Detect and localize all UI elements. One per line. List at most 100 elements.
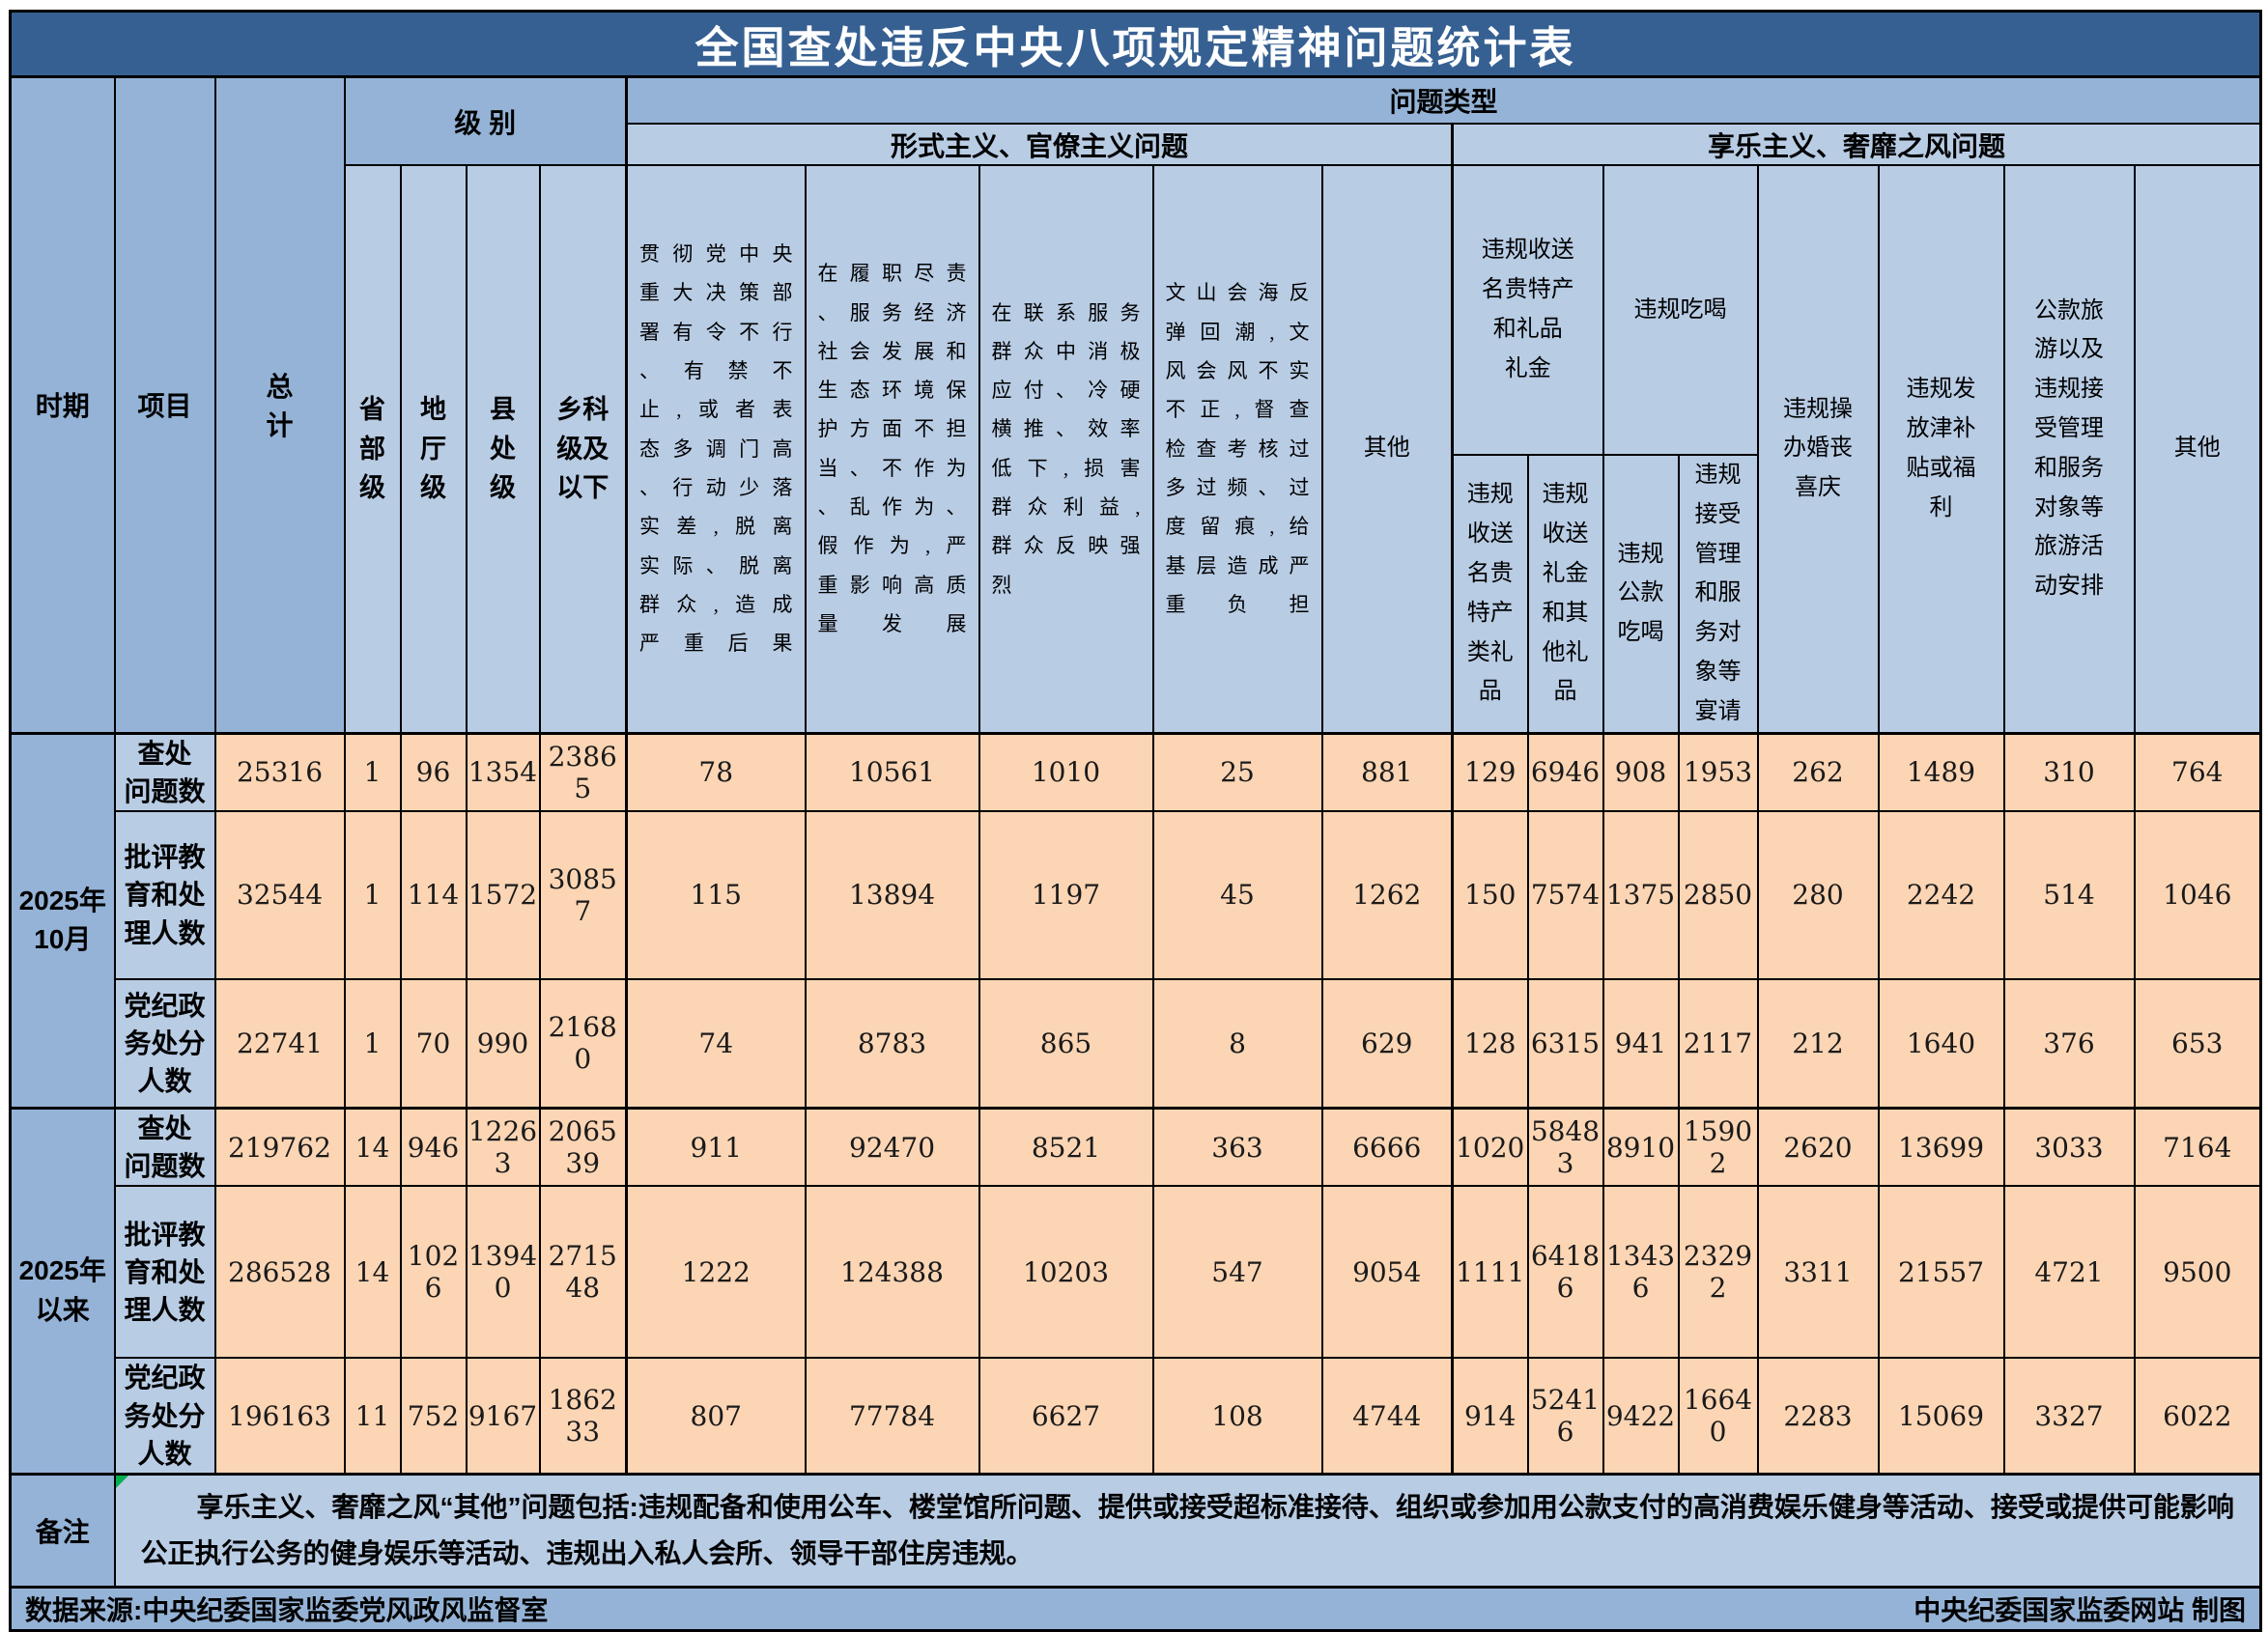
period-cell: 2025年 10月 [9, 731, 116, 1110]
data-cell: 78 [625, 731, 807, 812]
data-cell: 2117 [1677, 977, 1759, 1110]
data-cell: 911 [625, 1106, 807, 1188]
col-header-formalism-other: 其他 [1320, 163, 1454, 735]
data-cell: 9422 [1602, 1357, 1680, 1476]
data-cell: 22741 [213, 977, 346, 1110]
data-cell: 286528 [213, 1185, 346, 1360]
data-cell: 9054 [1320, 1185, 1454, 1360]
data-cell: 96 [399, 731, 468, 812]
data-cell: 271548 [538, 1185, 628, 1360]
data-cell: 990 [465, 977, 541, 1110]
col-group-problem-type: 问题类型 [624, 75, 2262, 125]
col-group-dining: 违规吃喝 [1602, 164, 1759, 456]
data-cell: 4721 [2002, 1185, 2136, 1360]
data-cell: 74 [625, 977, 807, 1110]
data-cell: 1262 [1320, 809, 1454, 980]
col-header-meetings-documents: 文山会海反 弹回潮,文 风会风不实 不正,督查 检查考核过 多过频、过 度留痕,… [1151, 163, 1323, 735]
data-cell: 2242 [1877, 809, 2005, 980]
data-cell: 15902 [1677, 1106, 1759, 1188]
data-cell: 25 [1151, 731, 1323, 812]
col-header-cash-gifts: 违规 收送 礼金 和其 他礼 品 [1526, 453, 1604, 735]
data-cell: 128 [1451, 977, 1529, 1110]
col-group-hedonism: 享乐主义、奢靡之风问题 [1450, 123, 2262, 166]
data-cell: 13894 [804, 809, 980, 980]
col-header-township: 乡科 级及 以下 [538, 163, 628, 735]
data-cell: 13436 [1602, 1185, 1680, 1360]
remark-text: 享乐主义、奢靡之风“其他”问题包括:违规配备和使用公车、楼堂馆所问题、提供或接受… [140, 1492, 2234, 1568]
col-group-formalism: 形式主义、官僚主义问题 [625, 123, 1454, 166]
data-cell: 514 [2002, 809, 2136, 980]
data-cell: 1111 [1451, 1185, 1529, 1360]
page-title: 全国查处违反中央八项规定精神问题统计表 [9, 10, 2262, 78]
data-cell: 52416 [1526, 1357, 1604, 1476]
period-cell: 2025年 以来 [9, 1106, 116, 1476]
data-cell: 1197 [978, 809, 1154, 980]
data-cell: 363 [1151, 1106, 1323, 1188]
data-cell: 114 [399, 809, 468, 980]
data-cell: 13940 [465, 1185, 541, 1360]
data-cell: 21557 [1877, 1185, 2005, 1360]
data-cell: 752 [399, 1357, 468, 1476]
row-label: 批评教 育和处 理人数 [113, 809, 216, 980]
data-cell: 1 [343, 809, 402, 980]
data-cell: 14 [343, 1185, 402, 1360]
comment-marker-icon [116, 1477, 128, 1488]
data-cell: 70 [399, 977, 468, 1110]
col-group-gifts: 违规收送 名贵特产 和礼品 礼金 [1451, 164, 1604, 456]
data-cell: 92470 [804, 1106, 980, 1188]
data-cell: 3327 [2002, 1357, 2136, 1476]
data-cell: 14 [343, 1106, 402, 1188]
data-cell: 12263 [465, 1106, 541, 1188]
data-cell: 10203 [978, 1185, 1154, 1360]
data-cell: 1640 [1877, 977, 2005, 1110]
col-header-allowances: 违规发 放津补 贴或福 利 [1877, 163, 2005, 735]
footer-bar: 数据来源:中央纪委国家监委党风政风监督室 中央纪委国家监委网站 制图 [9, 1585, 2262, 1632]
data-cell: 115 [625, 809, 807, 980]
data-cell: 653 [2133, 977, 2262, 1110]
data-cell: 1222 [625, 1185, 807, 1360]
data-cell: 186233 [538, 1357, 628, 1476]
data-cell: 262 [1756, 731, 1880, 812]
col-header-prefectural: 地 厅 级 [399, 163, 468, 735]
col-header-specialty-gifts: 违规 收送 名贵 特产 类礼 品 [1451, 453, 1529, 735]
remark-content: 享乐主义、奢靡之风“其他”问题包括:违规配备和使用公车、楼堂馆所问题、提供或接受… [113, 1472, 2262, 1589]
data-cell: 7574 [1526, 809, 1604, 980]
data-cell: 376 [2002, 977, 2136, 1110]
col-group-level: 级 别 [343, 75, 628, 166]
row-label: 批评教 育和处 理人数 [113, 1185, 216, 1360]
data-cell: 6022 [2133, 1357, 2262, 1476]
col-header-county: 县 处 级 [465, 163, 541, 735]
data-cell: 21680 [538, 977, 628, 1110]
col-header-banquet-invitations: 违规 接受 管理 和服 务对 象等 宴请 [1677, 453, 1759, 735]
data-cell: 280 [1756, 809, 1880, 980]
data-source-label: 数据来源:中央纪委国家监委党风政风监督室 [25, 1594, 549, 1625]
data-cell: 23865 [538, 731, 628, 812]
data-cell: 13699 [1877, 1106, 2005, 1188]
data-cell: 45 [1151, 809, 1323, 980]
data-cell: 108 [1151, 1357, 1323, 1476]
col-header-public-funds-dining: 违规 公款 吃喝 [1602, 453, 1680, 735]
row-label: 查处 问题数 [113, 1106, 216, 1188]
data-cell: 206539 [538, 1106, 628, 1188]
data-cell: 3311 [1756, 1185, 1880, 1360]
data-cell: 2620 [1756, 1106, 1880, 1188]
data-cell: 25316 [213, 731, 346, 812]
col-header-policy-implementation: 贯彻党中央 重大决策部 署有令不行 、有禁不 止,或者表 态多调门高 、行动少落… [625, 163, 807, 735]
col-header-serving-masses: 在联系服务 群众中消极 应付、冷硬 横推、效率 低下,损害 群众利益, 群众反映… [978, 163, 1154, 735]
data-cell: 8783 [804, 977, 980, 1110]
data-cell: 629 [1320, 977, 1454, 1110]
col-header-total: 总 计 [213, 75, 346, 735]
col-header-duty-performance: 在履职尽责 、服务经济 社会发展和 生态环境保 护方面不担 当、不作为 、乱作为… [804, 163, 980, 735]
credit-label: 中央纪委国家监委网站 制图 [1914, 1594, 2247, 1625]
row-label: 党纪政 务处分 人数 [113, 977, 216, 1110]
data-cell: 4744 [1320, 1357, 1454, 1476]
data-cell: 3033 [2002, 1106, 2136, 1188]
statistics-table: 全国查处违反中央八项规定精神问题统计表 时期 项目 总 计 级 别 问题类型 形… [9, 10, 2263, 1632]
data-cell: 16640 [1677, 1357, 1759, 1476]
data-cell: 196163 [213, 1357, 346, 1476]
data-cell: 124388 [804, 1185, 980, 1360]
data-cell: 6946 [1526, 731, 1604, 812]
data-cell: 9500 [2133, 1185, 2262, 1360]
data-cell: 1010 [978, 731, 1154, 812]
